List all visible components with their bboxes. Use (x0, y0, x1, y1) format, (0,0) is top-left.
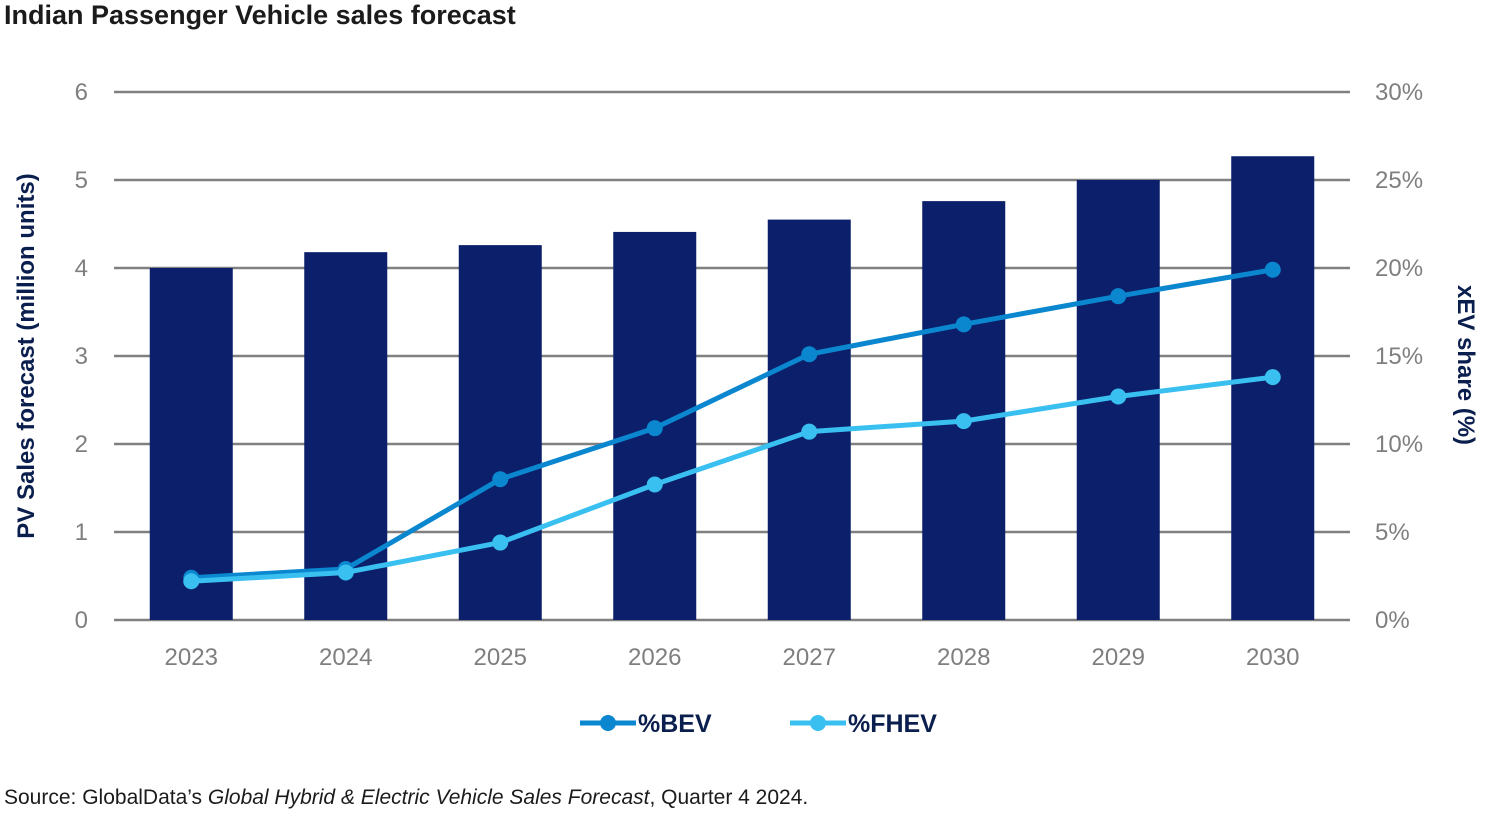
left-axis-ticks: 0 1 2 3 4 5 6 (75, 79, 88, 634)
x-axis-ticks: 2023 2024 2025 2026 2027 2028 2029 2030 (165, 644, 1300, 671)
left-tick-label: 5 (75, 167, 88, 194)
right-tick-label: 0% (1375, 607, 1410, 634)
right-tick-label: 30% (1375, 79, 1423, 106)
right-tick-label: 15% (1375, 343, 1423, 370)
right-tick-label: 20% (1375, 255, 1423, 282)
legend-marker (810, 715, 826, 731)
x-tick-label: 2026 (628, 644, 681, 671)
bar (149, 268, 233, 620)
x-tick-label: 2030 (1246, 644, 1299, 671)
bar (767, 219, 851, 620)
x-tick-label: 2027 (783, 644, 836, 671)
series-point (646, 476, 663, 493)
legend: %BEV %FHEV (580, 710, 937, 738)
legend-label: %BEV (638, 710, 712, 738)
x-tick-label: 2024 (319, 644, 372, 671)
series-point (1110, 388, 1127, 405)
left-tick-label: 0 (75, 607, 88, 634)
bar-series (149, 156, 1315, 621)
source-suffix: , Quarter 4 2024. (649, 786, 809, 809)
left-tick-label: 1 (75, 519, 88, 546)
source-publication: Global Hybrid & Electric Vehicle Sales F… (207, 786, 650, 809)
series-point (801, 423, 818, 440)
left-tick-label: 3 (75, 343, 88, 370)
series-point (955, 316, 972, 333)
series-point (492, 534, 509, 551)
source-prefix: Source: GlobalData’s (4, 786, 208, 809)
right-tick-label: 10% (1375, 431, 1423, 458)
series-point (801, 346, 818, 363)
bar (304, 252, 388, 620)
series-point (492, 471, 509, 488)
line-series (183, 261, 1281, 590)
bar (1231, 156, 1315, 621)
x-tick-label: 2025 (474, 644, 527, 671)
series-point (1264, 369, 1281, 386)
right-axis-ticks: 0% 5% 10% 15% 20% 25% 30% (1375, 79, 1423, 634)
right-tick-label: 5% (1375, 519, 1410, 546)
series-line (191, 374, 1274, 584)
x-tick-label: 2023 (165, 644, 218, 671)
series-point (1264, 261, 1281, 278)
x-tick-label: 2029 (1092, 644, 1145, 671)
bar (458, 245, 542, 620)
legend-marker (600, 715, 616, 731)
chart-title: Indian Passenger Vehicle sales forecast (4, 0, 516, 30)
series-point (1110, 288, 1127, 305)
left-tick-label: 6 (75, 79, 88, 106)
right-tick-label: 25% (1375, 167, 1423, 194)
gridlines (114, 90, 1350, 622)
left-tick-label: 4 (75, 255, 88, 282)
x-tick-label: 2028 (937, 644, 990, 671)
series-point (646, 420, 663, 437)
legend-label: %FHEV (848, 710, 937, 738)
left-axis-title: PV Sales forecast (million units) (13, 173, 40, 538)
series-point (337, 564, 354, 581)
right-axis-title: xEV share (%) (1452, 285, 1479, 445)
bar (922, 201, 1006, 620)
left-tick-label: 2 (75, 431, 88, 458)
source-note: Source: GlobalData’s Global Hybrid & Ele… (4, 786, 808, 810)
series-point (955, 413, 972, 430)
series-line (191, 267, 1274, 581)
series-point (183, 573, 200, 590)
